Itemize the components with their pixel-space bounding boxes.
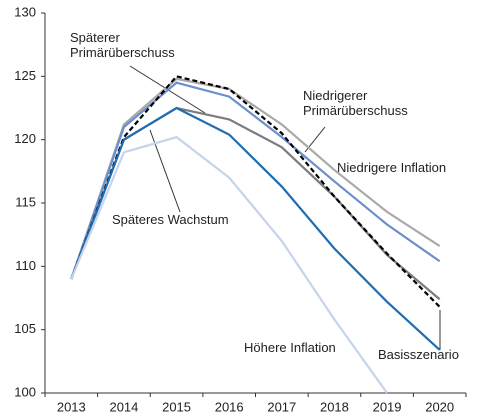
x-tick-label: 2015 bbox=[162, 399, 191, 414]
series-line bbox=[70, 106, 441, 351]
x-tick-label: 2017 bbox=[267, 399, 296, 414]
x-tick-label: 2014 bbox=[109, 399, 138, 414]
series-line bbox=[70, 135, 388, 394]
series-label-text: Niedrigerer Primärüberschuss bbox=[303, 88, 408, 118]
series-label-text: Niedrigere Inflation bbox=[337, 160, 447, 175]
series-label-text: Höhere Inflation bbox=[244, 340, 336, 355]
series-label-text: Späterer Primärüberschuss bbox=[70, 30, 175, 60]
y-tick-label: 120 bbox=[14, 131, 36, 146]
x-tick-label: 2016 bbox=[215, 399, 244, 414]
series-label-text: Späteres Wachstum bbox=[112, 212, 229, 227]
series-label: Späteres Wachstum bbox=[112, 212, 229, 227]
y-tick-label: 130 bbox=[14, 4, 36, 19]
series-line bbox=[70, 77, 441, 280]
x-tick-label: 2013 bbox=[57, 399, 86, 414]
series-label: Niedrigerer Primärüberschuss bbox=[303, 88, 408, 118]
series-label: Basisszenario bbox=[378, 347, 459, 362]
series-label: Späterer Primärüberschuss bbox=[70, 30, 175, 60]
series-line bbox=[70, 106, 441, 301]
x-tick-label: 2018 bbox=[320, 399, 349, 414]
y-tick-label: 115 bbox=[15, 194, 36, 209]
series-label: Niedrigere Inflation bbox=[337, 160, 447, 175]
x-tick-label: 2020 bbox=[425, 399, 454, 414]
series-line bbox=[70, 75, 441, 308]
y-tick-label: 110 bbox=[15, 258, 36, 273]
x-tick-label: 2019 bbox=[373, 399, 402, 414]
y-tick-label: 125 bbox=[14, 68, 36, 83]
leader-line bbox=[149, 129, 181, 213]
y-tick-label: 105 bbox=[14, 321, 36, 336]
y-tick-label: 100 bbox=[14, 384, 36, 399]
series-label: Höhere Inflation bbox=[244, 340, 336, 355]
series-label-text: Basisszenario bbox=[378, 347, 459, 362]
series-line bbox=[70, 81, 441, 280]
